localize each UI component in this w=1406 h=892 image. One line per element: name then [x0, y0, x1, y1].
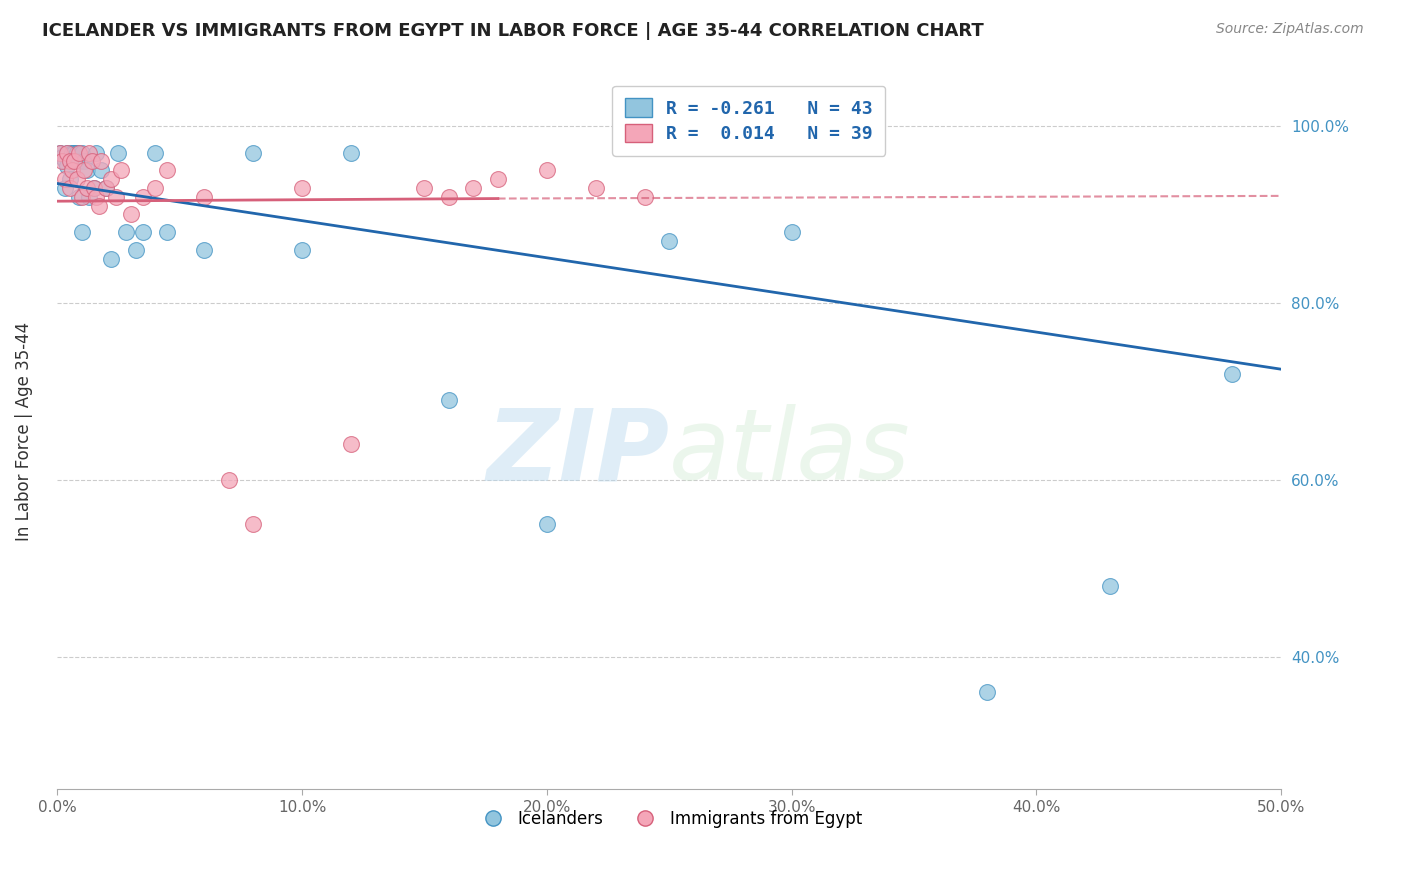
Point — [67, 154, 90, 169]
Legend: Icelanders, Immigrants from Egypt: Icelanders, Immigrants from Egypt — [470, 804, 869, 835]
Point — [120, 207, 142, 221]
Point — [100, 252, 122, 266]
Text: Source: ZipAtlas.com: Source: ZipAtlas.com — [1216, 22, 1364, 37]
Point — [413, 181, 436, 195]
Point — [437, 393, 460, 408]
Point — [976, 685, 998, 699]
Point — [86, 145, 108, 160]
Point — [53, 154, 76, 169]
Point — [536, 516, 558, 531]
Point — [76, 163, 98, 178]
Point — [105, 190, 128, 204]
Point — [58, 154, 80, 169]
Point — [83, 181, 105, 195]
Point — [53, 181, 76, 195]
Point — [63, 145, 86, 160]
Point — [73, 154, 96, 169]
Point — [96, 181, 118, 195]
Point — [58, 150, 80, 164]
Point — [340, 145, 363, 160]
Point — [437, 190, 460, 204]
Point — [291, 243, 314, 257]
Point — [658, 234, 681, 248]
Point — [56, 145, 79, 160]
Point — [132, 190, 155, 204]
Point — [156, 163, 179, 178]
Point — [67, 190, 90, 204]
Y-axis label: In Labor Force | Age 35-44: In Labor Force | Age 35-44 — [15, 321, 32, 541]
Point — [536, 163, 558, 178]
Point — [58, 181, 80, 195]
Point — [585, 181, 607, 195]
Point — [143, 145, 166, 160]
Point — [70, 145, 93, 160]
Point — [291, 181, 314, 195]
Text: ZIP: ZIP — [486, 404, 669, 501]
Point — [58, 172, 80, 186]
Point — [90, 163, 112, 178]
Point — [100, 172, 122, 186]
Point — [76, 181, 98, 195]
Point — [486, 172, 509, 186]
Point — [143, 181, 166, 195]
Point — [124, 243, 146, 257]
Point — [70, 190, 93, 204]
Point — [77, 190, 100, 204]
Point — [132, 225, 155, 239]
Point — [193, 190, 215, 204]
Point — [218, 473, 240, 487]
Point — [463, 181, 485, 195]
Point — [48, 145, 70, 160]
Point — [634, 190, 657, 204]
Point — [242, 516, 264, 531]
Point — [156, 225, 179, 239]
Point — [66, 172, 89, 186]
Point — [56, 145, 79, 160]
Point — [193, 243, 215, 257]
Point — [48, 145, 70, 160]
Point — [63, 154, 86, 169]
Point — [53, 172, 76, 186]
Point — [60, 163, 83, 178]
Point — [96, 181, 118, 195]
Point — [83, 181, 105, 195]
Text: atlas: atlas — [669, 404, 911, 501]
Point — [107, 145, 129, 160]
Point — [60, 145, 83, 160]
Point — [77, 145, 100, 160]
Point — [1220, 367, 1243, 381]
Point — [87, 199, 110, 213]
Point — [70, 225, 93, 239]
Point — [90, 154, 112, 169]
Point — [51, 154, 73, 169]
Point — [86, 190, 108, 204]
Point — [242, 145, 264, 160]
Point — [51, 150, 73, 164]
Point — [110, 163, 132, 178]
Text: ICELANDER VS IMMIGRANTS FROM EGYPT IN LABOR FORCE | AGE 35-44 CORRELATION CHART: ICELANDER VS IMMIGRANTS FROM EGYPT IN LA… — [42, 22, 984, 40]
Point — [67, 145, 90, 160]
Point — [115, 225, 138, 239]
Point — [73, 163, 96, 178]
Point — [1098, 579, 1121, 593]
Point — [66, 145, 89, 160]
Point — [780, 225, 803, 239]
Point — [60, 145, 83, 160]
Point — [63, 145, 86, 160]
Point — [80, 154, 103, 169]
Point — [56, 159, 79, 173]
Point — [66, 145, 89, 160]
Point — [340, 437, 363, 451]
